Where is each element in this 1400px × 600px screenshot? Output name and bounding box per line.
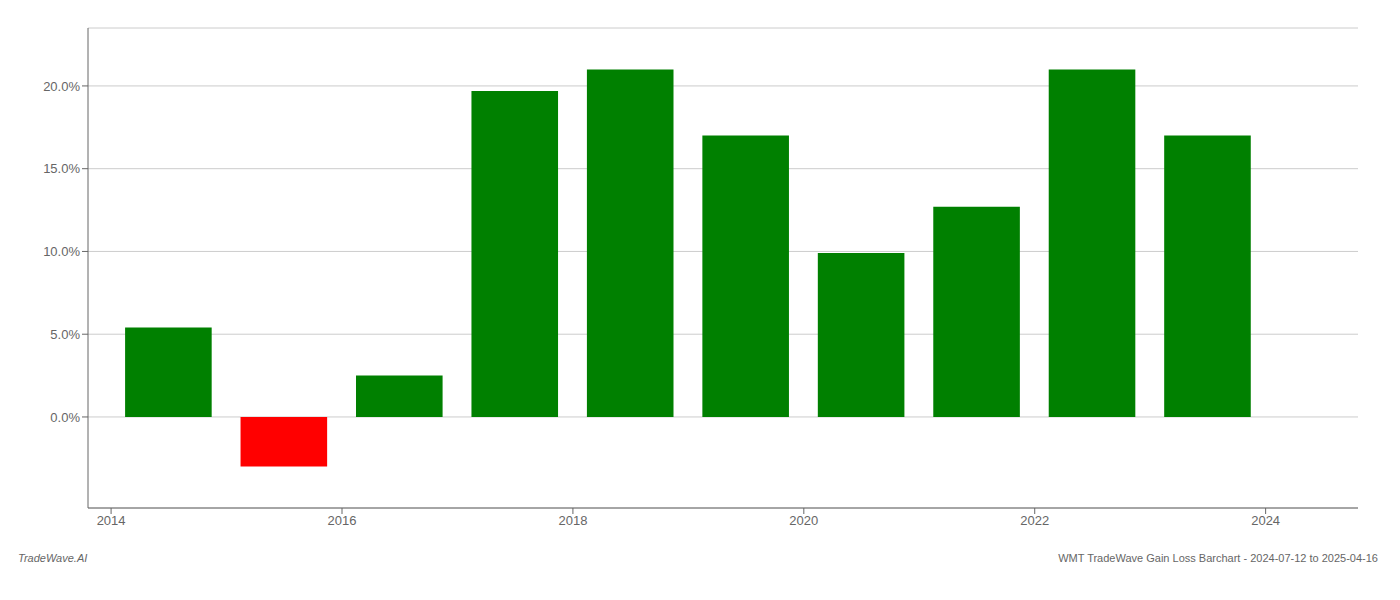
svg-text:2024: 2024 [1251,513,1280,528]
html-text:TradeWave.AI: TradeWave.AI [18,552,88,564]
svg-text:2020: 2020 [789,513,818,528]
svg-text:10.0%: 10.0% [43,244,80,259]
html-text:WMT TradeWave Gain Loss Barcha: WMT TradeWave Gain Loss Barchart - 2024-… [1058,552,1378,564]
svg-text:0.0%: 0.0% [50,410,80,425]
svg-text:5.0%: 5.0% [50,327,80,342]
svg-text:2018: 2018 [558,513,587,528]
svg-text:15.0%: 15.0% [43,161,80,176]
svg-text:2014: 2014 [97,513,126,528]
svg-text:20.0%: 20.0% [43,79,80,94]
svg-text:2016: 2016 [328,513,357,528]
svg-text:2022: 2022 [1020,513,1049,528]
